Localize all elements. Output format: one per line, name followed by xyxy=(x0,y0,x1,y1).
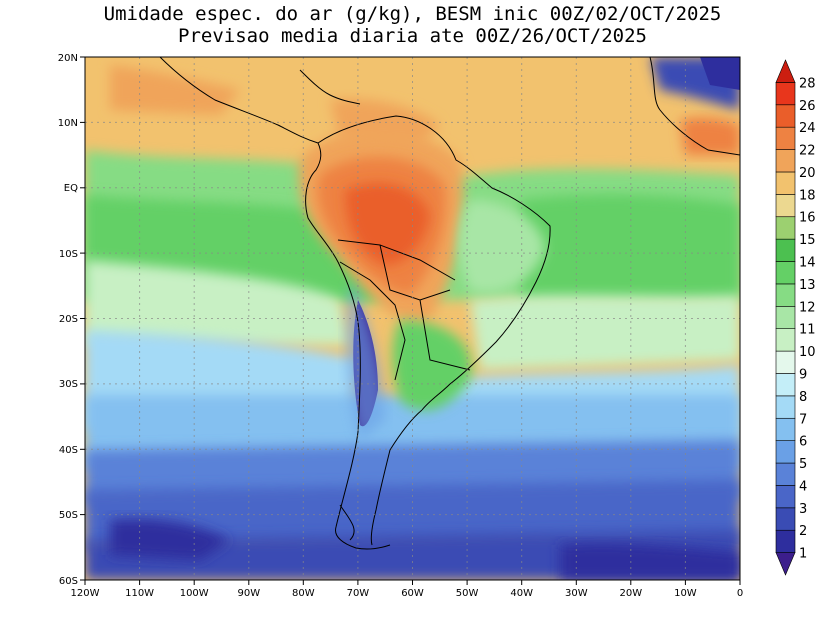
map-title-line-2: Previsao media diaria ate 00Z/26/OCT/202… xyxy=(178,25,647,47)
colorbar-label: 15 xyxy=(799,233,816,248)
lon-label-60w: 60W xyxy=(401,588,424,599)
lon-label-20w: 20W xyxy=(619,588,642,599)
colorbar-swatch xyxy=(775,328,796,352)
lat-label-10s: 10S xyxy=(59,249,78,260)
lon-label-70w: 70W xyxy=(347,588,370,599)
lon-label-0: 0 xyxy=(737,588,743,599)
colorbar-swatch xyxy=(775,149,796,173)
lat-label-40s: 40S xyxy=(59,445,78,456)
lon-label-10w: 10W xyxy=(674,588,697,599)
colorbar-label: 1 xyxy=(799,547,807,562)
colorbar-swatch xyxy=(775,417,796,441)
colorbar-swatch xyxy=(775,82,796,106)
colorbar-swatch xyxy=(775,373,796,397)
colorbar-swatch xyxy=(775,485,796,509)
lon-label-110w: 110W xyxy=(125,588,154,599)
colorbar-label: 11 xyxy=(799,323,816,338)
lon-label-90w: 90W xyxy=(237,588,260,599)
colorbar-label: 24 xyxy=(799,121,816,136)
colorbar-swatch xyxy=(775,104,796,128)
colorbar-swatch xyxy=(775,395,796,419)
colorbar-swatch xyxy=(775,126,796,150)
map-title-line-1: Umidade espec. do ar (g/kg), BESM inic 0… xyxy=(103,3,722,25)
colorbar-label: 6 xyxy=(799,435,807,450)
lat-label-10n: 10N xyxy=(58,118,78,129)
lat-label-20n: 20N xyxy=(58,53,78,64)
colorbar-label: 26 xyxy=(799,99,816,114)
colorbar-label: 18 xyxy=(799,188,816,203)
colorbar-swatch xyxy=(775,283,796,307)
colorbar-swatch xyxy=(775,440,796,464)
colorbar-swatch xyxy=(775,529,796,553)
colorbar-label: 4 xyxy=(799,479,807,494)
lon-label-30w: 30W xyxy=(565,588,588,599)
colorbar-min-triangle xyxy=(775,552,796,576)
colorbar-label: 7 xyxy=(799,412,807,427)
lon-label-50w: 50W xyxy=(456,588,479,599)
colorbar-label: 8 xyxy=(799,390,807,405)
colorbar-label: 3 xyxy=(799,502,807,517)
colorbar-label: 22 xyxy=(799,144,816,159)
lat-label-60s: 60S xyxy=(59,576,78,587)
colorbar-swatch xyxy=(775,171,796,195)
graticule xyxy=(85,57,740,580)
lat-label-50s: 50S xyxy=(59,510,78,521)
lat-label-eq: EQ xyxy=(64,183,78,194)
lat-label-20s: 20S xyxy=(59,314,78,325)
colorbar-swatch xyxy=(775,238,796,262)
colorbar-label: 14 xyxy=(799,256,816,271)
colorbar-swatch xyxy=(775,507,796,531)
latitude-axis: 20N 10N EQ 10S 20S 30S 40S 50S 60S xyxy=(58,53,85,587)
colorbar-label: 9 xyxy=(799,367,807,382)
lat-label-30s: 30S xyxy=(59,379,78,390)
colorbar-label: 20 xyxy=(799,166,816,181)
colorbar-label: 16 xyxy=(799,211,816,226)
colorbar-swatch xyxy=(775,350,796,374)
colorbar-swatch xyxy=(775,306,796,329)
colorbar-swatch xyxy=(775,261,796,285)
longitude-axis: 120W 110W 100W 90W 80W 70W 60W 50W 40W 3… xyxy=(71,580,743,599)
colorbar-max-triangle xyxy=(775,59,796,83)
colorbar-label: 2 xyxy=(799,524,807,539)
colorbar-swatch xyxy=(775,216,796,240)
colorbar-label: 13 xyxy=(799,278,816,293)
colorbar-swatch xyxy=(775,462,796,486)
colorbar-label: 28 xyxy=(799,76,816,91)
lon-label-100w: 100W xyxy=(180,588,209,599)
colorbar-label: 12 xyxy=(799,300,816,315)
lon-label-80w: 80W xyxy=(292,588,315,599)
lon-label-120w: 120W xyxy=(71,588,100,599)
colorbar-label: 5 xyxy=(799,457,807,472)
colorbar-swatch xyxy=(775,194,796,218)
colorbar-label: 10 xyxy=(799,345,816,360)
lon-label-40w: 40W xyxy=(510,588,533,599)
